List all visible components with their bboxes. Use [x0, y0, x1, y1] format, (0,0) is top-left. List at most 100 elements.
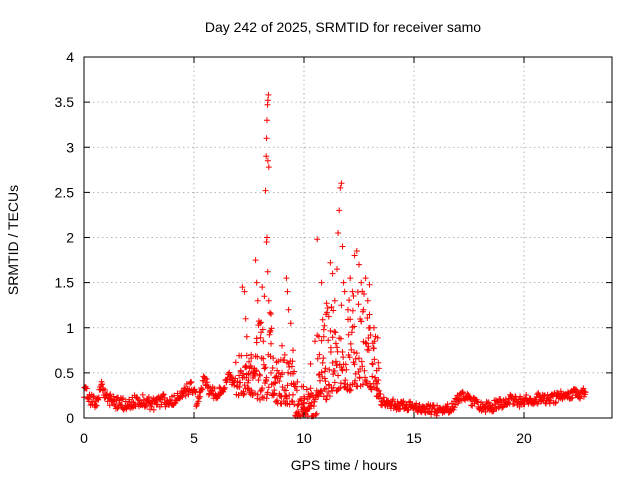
x-tick-label: 5 — [190, 430, 198, 446]
data-point — [148, 403, 155, 410]
data-point — [358, 318, 365, 325]
y-tick-label: 3 — [66, 139, 74, 155]
data-point — [582, 389, 589, 396]
data-point — [292, 383, 299, 390]
grid — [84, 57, 612, 418]
data-point — [369, 361, 376, 368]
data-point — [295, 401, 302, 408]
data-point — [243, 364, 250, 371]
data-point — [268, 311, 274, 317]
data-point — [301, 395, 308, 402]
data-point — [541, 392, 548, 399]
data-point — [271, 387, 278, 394]
data-point — [290, 391, 296, 398]
data-point — [315, 393, 322, 400]
data-point — [118, 396, 125, 403]
data-point — [318, 279, 325, 286]
x-tick-label: 20 — [516, 430, 532, 446]
data-point — [358, 279, 365, 286]
x-tick-label: 10 — [296, 430, 312, 446]
data-point — [258, 319, 265, 326]
data-point — [254, 353, 261, 360]
data-point — [371, 338, 378, 345]
data-point — [324, 305, 331, 311]
data-point — [264, 389, 271, 396]
data-point — [557, 388, 564, 395]
data-point — [364, 315, 371, 321]
data-point — [233, 383, 240, 390]
data-point — [318, 369, 325, 376]
y-tick-label: 3.5 — [55, 94, 75, 110]
y-tick-label: 2.5 — [55, 184, 75, 200]
data-point — [258, 329, 265, 336]
data-point — [263, 135, 270, 142]
data-point — [307, 385, 314, 392]
data-point — [367, 324, 373, 331]
data-point — [248, 351, 255, 358]
data-point — [314, 355, 321, 362]
data-point — [353, 248, 360, 254]
data-point — [90, 393, 97, 400]
data-point — [359, 381, 366, 388]
data-point — [260, 338, 267, 345]
data-point — [375, 359, 382, 366]
data-point — [351, 252, 358, 259]
axis-ticks — [83, 56, 612, 419]
data-point — [327, 259, 334, 266]
data-point — [355, 301, 362, 308]
data-point — [451, 404, 458, 411]
data-point — [240, 370, 246, 377]
data-point — [297, 396, 304, 403]
data-point — [265, 297, 272, 304]
data-point — [482, 409, 489, 415]
data-point — [261, 365, 268, 372]
data-point — [369, 360, 376, 367]
data-point — [307, 360, 314, 367]
data-point — [351, 323, 358, 330]
data-point — [266, 329, 273, 336]
data-point — [346, 387, 353, 394]
data-point — [183, 381, 190, 387]
data-point — [120, 395, 126, 402]
data-point — [352, 355, 359, 362]
data-point — [204, 379, 211, 386]
data-point — [327, 327, 334, 334]
x-axis-label: GPS time / hours — [291, 457, 398, 473]
data-point — [332, 340, 339, 347]
data-point — [291, 368, 298, 375]
data-point — [314, 236, 321, 243]
data-point — [318, 387, 325, 394]
data-point — [371, 356, 378, 363]
data-point — [339, 243, 346, 250]
data-point — [263, 374, 270, 381]
data-point — [264, 97, 271, 104]
data-point — [546, 400, 553, 407]
data-point — [264, 117, 270, 124]
data-point — [106, 392, 113, 399]
data-point — [326, 366, 333, 373]
data-point — [356, 355, 362, 362]
y-tick-label: 2 — [66, 230, 74, 246]
data-point — [307, 393, 314, 400]
data-points — [81, 91, 589, 420]
data-point — [338, 302, 345, 309]
data-point — [329, 334, 336, 341]
data-point — [182, 392, 189, 399]
data-point — [363, 378, 370, 385]
data-point — [279, 369, 285, 376]
data-point — [369, 373, 376, 380]
y-tick-labels: 0 0.5 1 1.5 2 2.5 3 3.5 4 — [55, 49, 75, 426]
data-point — [236, 372, 243, 379]
data-point — [211, 385, 218, 392]
data-point — [95, 394, 102, 401]
data-point — [361, 291, 367, 297]
data-point — [321, 368, 328, 375]
data-point — [330, 307, 337, 314]
data-point — [323, 300, 330, 307]
data-point — [361, 367, 368, 374]
data-point — [279, 342, 285, 349]
data-point — [264, 157, 271, 164]
data-point — [346, 297, 353, 304]
data-point — [365, 347, 372, 354]
data-point — [516, 403, 523, 410]
